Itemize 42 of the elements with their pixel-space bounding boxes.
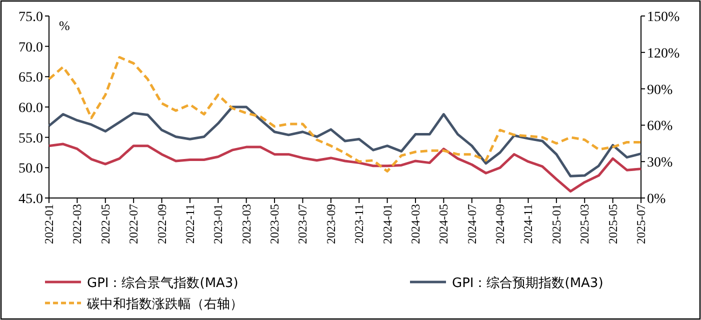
x-tick-label: 2023-03 [239,204,254,244]
x-tick-label: 2025-07 [634,204,648,244]
x-tick-label: 2022-11 [182,204,197,244]
x-tick-label: 2024-01 [380,204,394,244]
x-tick-label: 2024-07 [464,204,479,244]
y-tick-label: 45.0 [18,192,43,207]
y2-tick-label: 90% [647,82,673,98]
y-tick-label: 55.0 [18,131,43,146]
x-tick-label: 2024-05 [436,204,451,244]
x-tick-label: 2023-01 [211,204,226,244]
x-tick-label: 2022-05 [98,204,112,244]
x-tick-label: 2025-05 [606,204,620,244]
x-tick-label: 2024-11 [521,204,536,244]
y-tick-label: 75.0 [18,10,43,25]
x-tick-label: 2023-09 [324,204,338,244]
x-tick-label: 2024-09 [493,204,508,244]
x-tick-label: 2023-07 [296,204,310,244]
legend-label: 碳中和指数涨跌幅（右轴） [86,297,243,312]
legend-label: GPI：综合景气指数(MA3) [87,276,238,291]
line-series [48,56,642,173]
y-axis-title: % [59,18,70,33]
x-tick-label: 2024-03 [408,204,422,244]
x-tick-label: 2022-07 [126,204,141,244]
x-tick-label: 2025-01 [549,204,564,244]
y2-tick-label: 120% [647,46,680,62]
y2-tick-label: 150% [647,10,680,25]
x-tick-label: 2023-05 [268,204,282,244]
y-tick-label: 50.0 [18,162,43,177]
line-series [48,106,642,178]
x-tick-label: 2023-11 [352,204,366,244]
x-tick-label: 2025-03 [578,204,592,244]
x-tick-label: 2022-01 [42,204,56,244]
y-tick-label: 70.0 [18,40,43,56]
y-tick-label: 65.0 [18,70,43,86]
x-tick-label: 2022-09 [154,204,169,244]
y2-tick-label: 30% [647,156,673,171]
y2-tick-label: 0% [647,192,666,207]
legend-label: GPI：综合预期指数(MA3) [452,276,604,291]
line-series [48,142,642,193]
x-tick-label: 2022-03 [70,204,84,244]
y2-tick-label: 60% [647,119,673,134]
y-tick-label: 60.0 [18,101,43,116]
